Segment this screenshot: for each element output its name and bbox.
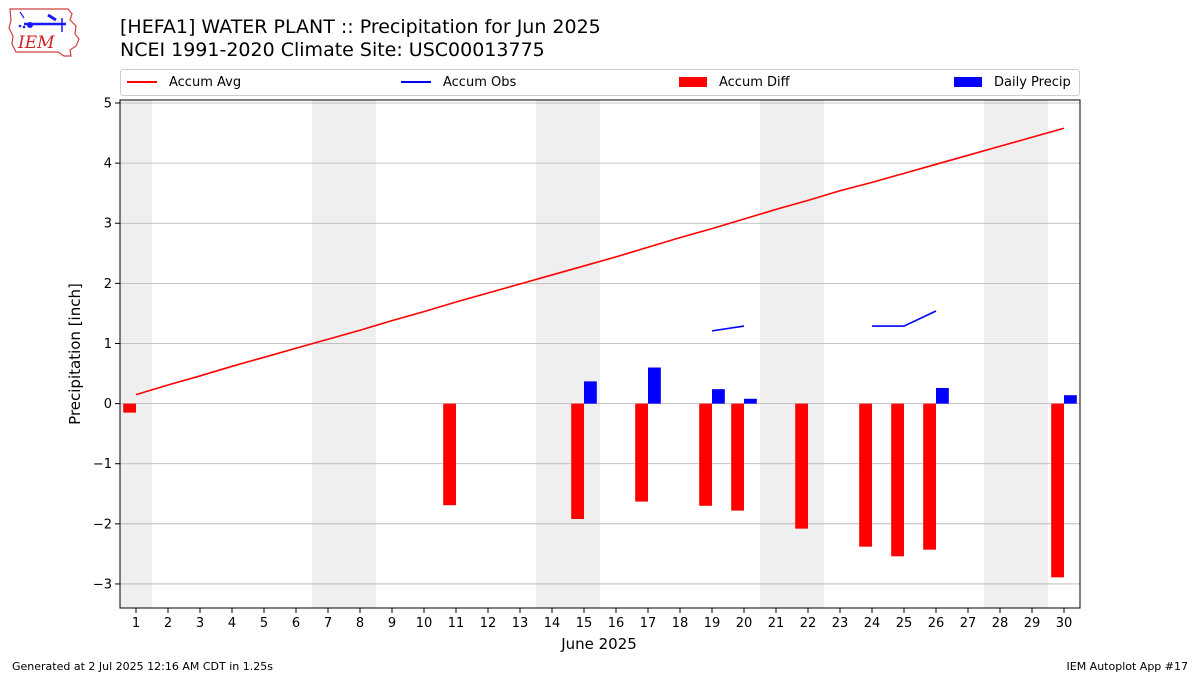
accum-obs-line-segment-1 <box>872 310 937 327</box>
x-tick-label-4: 4 <box>228 616 236 631</box>
legend-swatch-accum-diff <box>679 77 707 87</box>
legend-label-accum-diff: Accum Diff <box>719 74 790 90</box>
y-tick-label-2: −1 <box>93 457 112 472</box>
legend-item-accum-diff: Accum Diff <box>679 73 790 91</box>
daily-precip-bars <box>584 367 1077 404</box>
plot-frame <box>119 99 1081 609</box>
grid-lines <box>120 102 1080 585</box>
x-tick-label-19: 19 <box>704 616 721 631</box>
series-lines <box>135 127 1065 396</box>
chart-legend: Accum Avg Accum Obs Accum Diff Daily Pre… <box>120 69 1080 96</box>
weekend-shading <box>120 100 1048 608</box>
x-tick-label-11: 11 <box>448 616 465 631</box>
accum-avg-line-segment-0 <box>135 127 1065 396</box>
daily-precip-bar-20 <box>744 398 757 404</box>
y-tick-label-1: −2 <box>93 517 112 532</box>
weekend-band-1 <box>312 100 376 608</box>
x-tick-label-29: 29 <box>1024 616 1041 631</box>
legend-item-daily-precip: Daily Precip <box>954 73 1071 91</box>
x-tick-label-15: 15 <box>576 616 593 631</box>
accum-diff-bar-26 <box>923 403 936 550</box>
y-tick-label-0: −3 <box>93 577 112 592</box>
x-tick-label-1: 1 <box>132 616 140 631</box>
x-tick-label-18: 18 <box>672 616 689 631</box>
y-tick-label-7: 4 <box>104 157 112 172</box>
legend-swatch-accum-obs <box>401 81 431 83</box>
accum-diff-bar-11 <box>443 403 456 506</box>
legend-label-daily-precip: Daily Precip <box>994 74 1071 90</box>
legend-item-accum-avg: Accum Avg <box>127 73 241 91</box>
weekend-band-2 <box>536 100 600 608</box>
x-tick-label-30: 30 <box>1056 616 1073 631</box>
daily-precip-bar-15 <box>584 381 597 404</box>
x-axis-ticks: 1 2 3 4 5 6 7 8 9 10 11 12 13 14 15 16 17 18 19 20 21 22 23 24 2… <box>132 608 1072 631</box>
x-tick-label-5: 5 <box>260 616 268 631</box>
accum-diff-bar-15 <box>571 403 584 520</box>
accum-obs-line-segment-0 <box>711 325 745 332</box>
chart-subtitle: NCEI 1991-2020 Climate Site: USC00013775 <box>120 39 545 61</box>
accum-diff-bar-22 <box>795 403 808 529</box>
weekend-band-4 <box>984 100 1048 608</box>
legend-label-accum-obs: Accum Obs <box>443 74 517 90</box>
x-tick-label-6: 6 <box>292 616 300 631</box>
x-tick-label-9: 9 <box>388 616 396 631</box>
x-tick-label-22: 22 <box>800 616 817 631</box>
x-tick-label-8: 8 <box>356 616 364 631</box>
x-tick-label-2: 2 <box>164 616 172 631</box>
accum-diff-bar-25 <box>891 403 904 557</box>
x-tick-label-7: 7 <box>324 616 332 631</box>
x-tick-label-25: 25 <box>896 616 913 631</box>
daily-precip-bar-19 <box>712 389 725 404</box>
legend-label-accum-avg: Accum Avg <box>169 74 242 90</box>
x-tick-label-10: 10 <box>416 616 433 631</box>
x-tick-label-26: 26 <box>928 616 945 631</box>
daily-precip-bar-17 <box>648 367 661 404</box>
x-tick-label-17: 17 <box>640 616 657 631</box>
legend-swatch-daily-precip <box>954 77 982 87</box>
iem-logo: IEM <box>8 6 82 64</box>
y-axis-ticks: −3 −2 −1 0 1 2 3 4 5 <box>93 97 120 592</box>
x-tick-label-16: 16 <box>608 616 625 631</box>
x-tick-label-13: 13 <box>512 616 529 631</box>
x-tick-label-28: 28 <box>992 616 1009 631</box>
accum-diff-bar-24 <box>859 403 872 547</box>
x-tick-label-27: 27 <box>960 616 977 631</box>
y-tick-label-4: 1 <box>104 337 112 352</box>
accum-diff-bar-30 <box>1051 403 1064 578</box>
legend-swatch-accum-avg <box>127 81 157 83</box>
accum-diff-bar-20 <box>731 403 744 511</box>
x-tick-label-3: 3 <box>196 616 204 631</box>
x-tick-label-23: 23 <box>832 616 849 631</box>
weekend-band-0 <box>120 100 152 608</box>
accum-diff-bar-19 <box>699 403 712 506</box>
y-tick-label-6: 3 <box>104 217 112 232</box>
x-tick-label-21: 21 <box>768 616 785 631</box>
x-tick-label-14: 14 <box>544 616 561 631</box>
accum-diff-bars <box>123 403 1064 578</box>
y-tick-label-8: 5 <box>104 97 112 112</box>
y-tick-label-3: 0 <box>104 397 112 412</box>
accum-diff-bar-17 <box>635 403 648 502</box>
logo-text: IEM <box>17 33 55 53</box>
accum-diff-bar-1 <box>123 403 136 413</box>
x-axis-label: June 2025 <box>560 635 637 653</box>
footer-app: IEM Autoplot App #17 <box>1066 660 1189 673</box>
x-tick-label-24: 24 <box>864 616 881 631</box>
footer-generated: Generated at 2 Jul 2025 12:16 AM CDT in … <box>12 660 273 673</box>
y-axis-label: Precipitation [inch] <box>66 283 84 425</box>
legend-item-accum-obs: Accum Obs <box>401 73 516 91</box>
daily-precip-bar-26 <box>936 387 949 404</box>
weekend-band-3 <box>760 100 824 608</box>
x-tick-label-12: 12 <box>480 616 497 631</box>
y-tick-label-5: 2 <box>104 277 112 292</box>
x-tick-label-20: 20 <box>736 616 753 631</box>
chart-title: [HEFA1] WATER PLANT :: Precipitation for… <box>120 16 601 38</box>
daily-precip-bar-30 <box>1064 395 1077 404</box>
